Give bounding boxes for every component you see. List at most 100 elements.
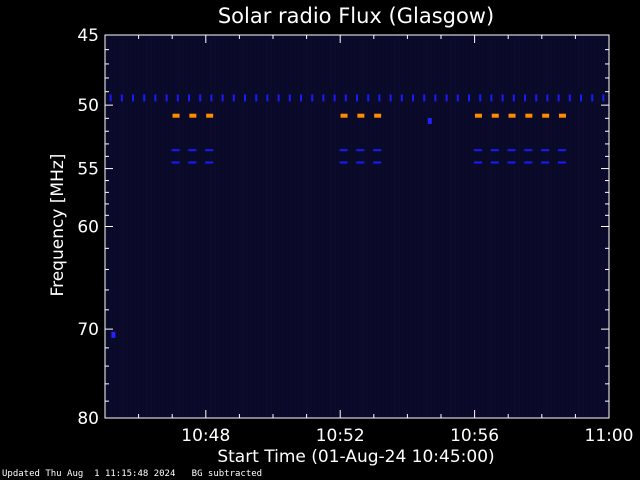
blue-tick: [412, 94, 414, 102]
blue-dash: [356, 149, 365, 152]
x-tick-label: 11:00: [585, 426, 634, 446]
blue-dash: [473, 149, 482, 152]
blue-dash: [205, 149, 214, 152]
blue-dash: [490, 149, 499, 152]
orange-dash: [374, 113, 382, 118]
plot-background: [105, 35, 609, 418]
orange-dash: [525, 113, 533, 118]
blue-tick: [311, 94, 314, 102]
blue-tick: [591, 94, 594, 102]
blue-tick: [288, 94, 291, 102]
orange-dash: [491, 113, 499, 118]
x-tick-label: 10:56: [450, 426, 499, 446]
blue-dash: [356, 161, 365, 164]
y-axis: 45 50 55 60 70 80: [77, 26, 609, 429]
data-marks: [109, 94, 605, 338]
plot-area: [104, 34, 610, 419]
blue-tick: [535, 94, 538, 102]
blue-tick: [143, 94, 146, 102]
blue-dash: [205, 161, 214, 164]
updated-text: Updated Thu Aug 1 11:15:48 2024: [2, 469, 176, 479]
orange-dash: [542, 113, 550, 118]
blue-tick: [333, 94, 336, 102]
y-tick-label: 55: [77, 160, 99, 180]
blue-dash: [473, 161, 482, 164]
blue-dash: [524, 161, 533, 164]
y-tick-label: 60: [77, 218, 99, 238]
background-streaks: [106, 35, 608, 418]
blue-tick: [322, 94, 325, 102]
blue-dash: [171, 149, 180, 152]
blue-dash: [188, 161, 197, 164]
blue-dash: [339, 149, 348, 152]
orange-dash: [474, 113, 482, 118]
blue-tick: [367, 94, 370, 102]
y-tick-label: 45: [77, 26, 99, 46]
x-tick-label: 10:48: [181, 426, 230, 446]
blue-tick: [501, 94, 504, 102]
blue-tick: [210, 94, 213, 102]
blue-tick: [255, 94, 258, 102]
orange-dash: [508, 113, 516, 118]
orange-dash: [340, 113, 348, 118]
orange-dash: [206, 113, 214, 118]
blue-dash: [507, 149, 516, 152]
blue-tick: [244, 94, 246, 102]
blue-tick: [188, 94, 190, 102]
blue-tick: [568, 94, 571, 102]
blue-tick: [602, 94, 605, 102]
blue-tick: [557, 94, 560, 102]
blue-dash: [541, 149, 550, 152]
blue-dash: [490, 161, 499, 164]
blue-tick: [490, 94, 493, 102]
x-axis: 10:48 10:52 10:56 11:00: [138, 35, 634, 446]
blue-tick: [580, 94, 582, 102]
blue-dash: [339, 161, 348, 164]
blue-tick: [512, 94, 515, 102]
y-tick-label: 70: [77, 320, 99, 340]
emission-spot: [111, 331, 116, 338]
blue-tick: [400, 94, 403, 102]
y-tick-label: 80: [77, 409, 99, 429]
blue-tick: [132, 94, 134, 102]
blue-tick: [546, 94, 549, 102]
blue-tick: [524, 94, 526, 102]
blue-tick: [445, 94, 448, 102]
blue-tick: [300, 94, 302, 102]
x-tick-label: 10:52: [316, 426, 365, 446]
y-tick-label: 50: [77, 96, 99, 116]
orange-dash: [558, 113, 566, 118]
blue-tick: [344, 94, 347, 102]
footer-status: Updated Thu Aug 1 11:15:48 2024 BG subtr…: [2, 469, 262, 479]
blue-tick: [154, 94, 157, 102]
blue-dash: [507, 161, 516, 164]
blue-tick: [199, 94, 202, 102]
blue-dash: [541, 161, 550, 164]
blue-tick: [221, 94, 224, 102]
blue-tick: [479, 94, 482, 102]
bg-note: BG subtracted: [191, 469, 263, 479]
blue-tick: [356, 94, 358, 102]
blue-tick: [378, 94, 381, 102]
emission-spot: [427, 117, 432, 124]
blue-tick: [456, 94, 459, 102]
blue-dash: [557, 149, 566, 152]
orange-dash: [357, 113, 365, 118]
blue-tick: [434, 94, 437, 102]
blue-tick: [468, 94, 470, 102]
blue-dash: [171, 161, 180, 164]
blue-dash: [524, 149, 533, 152]
blue-dash: [373, 161, 382, 164]
orange-dash: [172, 113, 180, 118]
blue-tick: [266, 94, 269, 102]
blue-tick: [109, 94, 112, 102]
blue-tick: [277, 94, 280, 102]
orange-dash: [189, 113, 197, 118]
y-axis-label: Frequency [MHz]: [48, 154, 68, 297]
chart-title: Solar radio Flux (Glasgow): [218, 4, 494, 28]
blue-tick: [120, 94, 123, 102]
blue-tick: [389, 94, 392, 102]
blue-dash: [373, 149, 382, 152]
blue-tick: [232, 94, 235, 102]
